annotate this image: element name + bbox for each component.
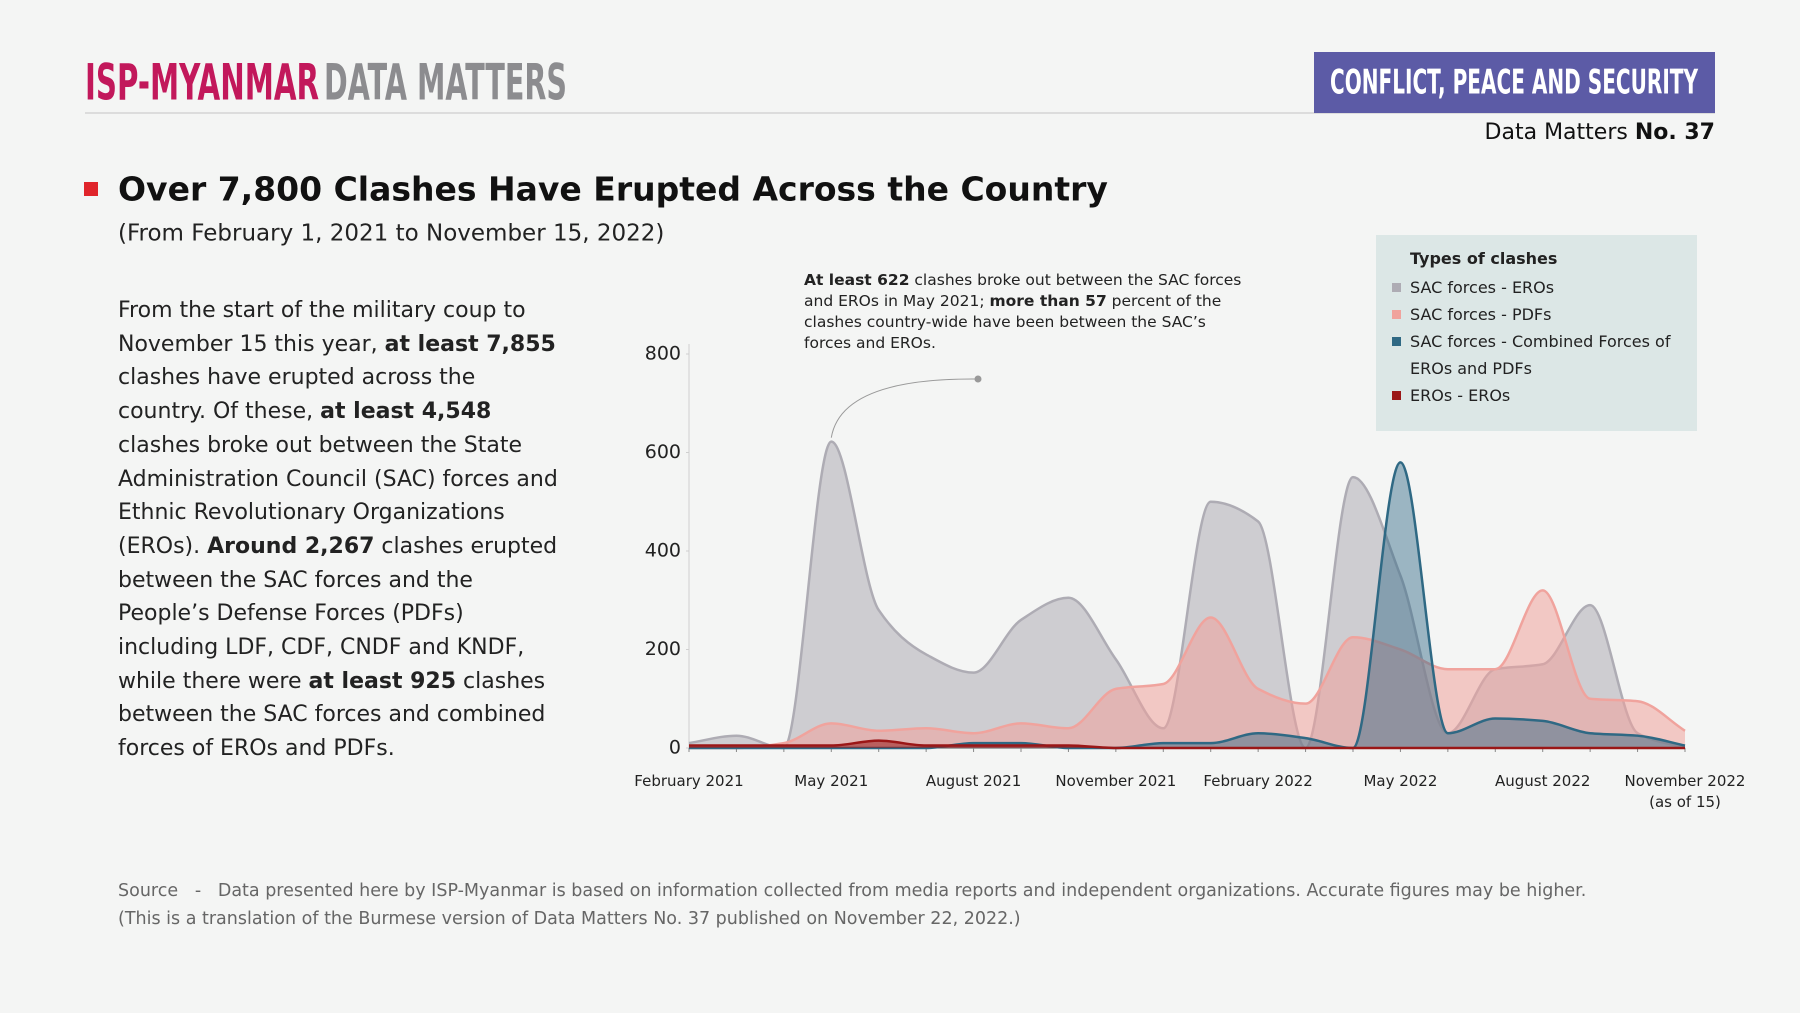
brand: ISP-MYANMAR bbox=[85, 54, 319, 112]
source-line: Source - Data presented here by ISP-Myan… bbox=[118, 877, 1586, 905]
source-dash: - bbox=[194, 881, 202, 901]
body-segment: clashes have erupted across the country.… bbox=[118, 365, 476, 425]
body-highlight: at least 925 bbox=[308, 668, 457, 694]
legend-item: SAC forces - Combined Forces of EROs and… bbox=[1392, 328, 1681, 382]
body-highlight: at least 4,548 bbox=[320, 399, 492, 425]
x-tick-label: August 2022 bbox=[1494, 772, 1591, 790]
body-highlight: Around 2,267 bbox=[207, 533, 375, 559]
x-tick-label: May 2022 bbox=[1363, 772, 1438, 790]
area-line bbox=[688, 589, 1686, 750]
legend-label: SAC forces - EROs bbox=[1410, 278, 1555, 297]
legend-swatch bbox=[1392, 283, 1401, 292]
y-tick-label: 800 bbox=[645, 343, 681, 365]
x-tick-label: May 2021 bbox=[794, 772, 869, 790]
annotation-highlight: At least 622 bbox=[804, 271, 910, 289]
area-line bbox=[689, 739, 1686, 750]
legend: Types of clashes SAC forces - EROs SAC fo… bbox=[1376, 235, 1697, 431]
legend-label: SAC forces - Combined Forces of EROs and… bbox=[1410, 332, 1671, 378]
annotation-dot bbox=[974, 375, 982, 383]
chart-subtitle: (From February 1, 2021 to November 15, 2… bbox=[118, 221, 664, 247]
annotation-highlight: more than 57 bbox=[989, 292, 1107, 310]
legend-title: Types of clashes bbox=[1410, 249, 1558, 268]
title-marker bbox=[84, 182, 98, 196]
chart-title: Over 7,800 Clashes Have Erupted Across t… bbox=[118, 170, 1108, 209]
badge-text: CONFLICT, PEACE AND SECURITY bbox=[1330, 63, 1698, 103]
legend-item: EROs - EROs bbox=[1392, 382, 1681, 409]
annotation-text: clashes broke out between the SAC forces… bbox=[804, 271, 1242, 310]
issue-number: No. 37 bbox=[1634, 120, 1715, 145]
x-tick-label: November 2021 bbox=[1055, 772, 1177, 790]
x-tick-label: February 2022 bbox=[1203, 772, 1313, 790]
badge bbox=[1314, 52, 1715, 113]
body-segment: clashes between the SAC forces and combi… bbox=[118, 668, 546, 762]
body-segment: From the start of the military coup to N… bbox=[118, 298, 526, 357]
legend-label: EROs - EROs bbox=[1410, 386, 1511, 405]
source: Source - Data presented here by ISP-Myan… bbox=[118, 877, 1586, 933]
y-tick-label: 400 bbox=[645, 540, 681, 562]
source-note: (This is a translation of the Burmese ve… bbox=[118, 909, 1021, 929]
body-segment: clashes erupted between the SAC forces a… bbox=[118, 533, 558, 694]
legend-swatch bbox=[1392, 391, 1401, 400]
y-tick-label: 0 bbox=[669, 737, 681, 759]
x-tick-label: February 2021 bbox=[634, 772, 744, 790]
annotation: At least 622 clashes broke out between t… bbox=[804, 270, 1244, 354]
body-highlight: at least 7,855 bbox=[384, 331, 556, 357]
brand-sub: DATA MATTERS bbox=[324, 54, 567, 112]
x-tick-label: August 2021 bbox=[925, 772, 1022, 790]
issue: Data Matters No. 37 bbox=[1485, 120, 1715, 145]
body-text: From the start of the military coup to N… bbox=[118, 294, 558, 766]
legend-label: SAC forces - PDFs bbox=[1410, 305, 1552, 324]
plot: 0 200 400 600 800 bbox=[645, 343, 1686, 759]
annotation-text: percent of the clashes country-wide have… bbox=[804, 292, 1222, 352]
x-tick-label: November 2022 (as of 15) bbox=[1624, 772, 1746, 811]
body-segment: clashes broke out between the State Admi… bbox=[118, 432, 558, 559]
legend-item: SAC forces - EROs bbox=[1392, 274, 1681, 301]
source-text: Data presented here by ISP-Myanmar is ba… bbox=[217, 881, 1587, 901]
source-label: Source bbox=[118, 881, 179, 901]
legend-swatch bbox=[1392, 310, 1401, 319]
area bbox=[689, 441, 1685, 748]
y-tick-label: 200 bbox=[645, 638, 681, 660]
area bbox=[689, 590, 1685, 748]
y-tick-label: 600 bbox=[645, 441, 681, 463]
legend-item: SAC forces - PDFs bbox=[1392, 301, 1681, 328]
legend-swatch bbox=[1392, 337, 1401, 346]
annotation-leader bbox=[830, 378, 979, 438]
issue-prefix: Data Matters bbox=[1484, 120, 1628, 145]
